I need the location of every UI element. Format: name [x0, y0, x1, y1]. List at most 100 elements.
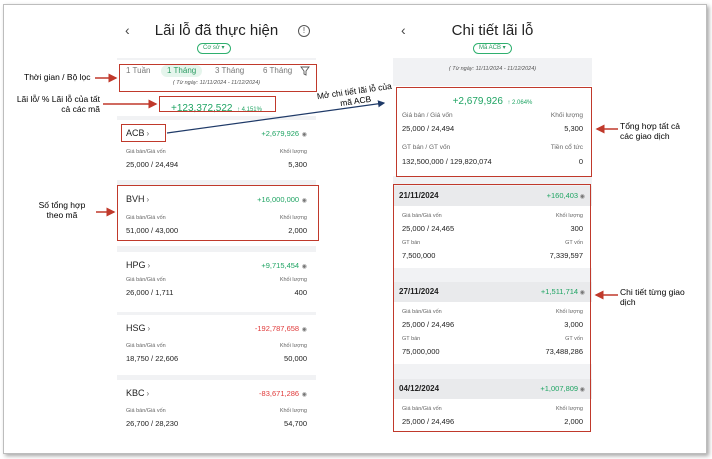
price-label: Giá bán/Giá vốn	[126, 408, 166, 414]
period-tabs: 1 Tuần 1 Tháng 3 Tháng 6 Tháng ( Từ ngày…	[117, 60, 316, 90]
sell-value: 7,500,000	[402, 251, 436, 260]
eye-icon: ◉	[300, 198, 307, 204]
price-value: 25,000 / 24,496	[402, 417, 455, 426]
dividend-label: Tiền cổ tức	[550, 144, 583, 151]
stock-pnl: +2,679,926 ◉	[261, 129, 307, 138]
qty-value: 5,300	[564, 124, 583, 133]
stock-symbol: HPG ›	[126, 260, 151, 270]
stock-symbol: KBC ›	[126, 388, 150, 398]
header: ‹ Lãi lỗ đã thực hiện ! Cơ sở ▾	[117, 16, 316, 58]
qty-value: 2,000	[564, 417, 583, 426]
value-label: GT bán / GT vốn	[402, 144, 451, 151]
page-title: Chi tiết lãi lỗ	[451, 22, 534, 39]
annotation-all-trades: Tổng hợp tất cả các giao dịch	[620, 121, 680, 141]
summary-pnl: +2,679,926	[452, 96, 503, 107]
summary-card: +2,679,926 ↑ 2.064% Giá bán / Giá vốn Kh…	[393, 86, 592, 176]
price-value: 51,000 / 43,000	[126, 226, 179, 235]
stock-pnl: +16,000,000 ◉	[257, 195, 307, 204]
back-icon[interactable]: ‹	[125, 22, 130, 38]
annotation-each-trade: Chi tiết từng giao dịch	[620, 287, 685, 307]
trade-detail: Giá bán/Giá vốn Khối lượng 25,000 / 24,4…	[393, 206, 592, 268]
total-pnl-percent: ↑ 4.151%	[236, 107, 262, 113]
chevron-right-icon: ›	[147, 324, 151, 333]
total-pnl-value: +123,372,522	[171, 103, 233, 114]
stock-code-dropdown[interactable]: Mã ACB ▾	[473, 43, 512, 54]
date-range: ( Từ ngày: 11/11/2024 - 11/12/2024)	[172, 80, 261, 86]
filter-icon[interactable]	[300, 66, 310, 78]
info-icon[interactable]: !	[298, 25, 310, 37]
date-range: ( Từ ngày: 11/11/2024 - 11/12/2024)	[448, 66, 537, 72]
acb-highlight	[121, 124, 166, 142]
qty-value: 400	[294, 288, 307, 297]
qty-label: Khối lượng	[555, 213, 583, 219]
qty-value: 50,000	[284, 354, 307, 363]
price-label: Giá bán/Giá vốn	[126, 215, 166, 221]
price-label: Giá bán/Giá vốn	[402, 213, 442, 219]
eye-icon: ◉	[300, 392, 307, 398]
price-value: 25,000 / 24,465	[402, 224, 455, 233]
price-label: Giá bán/Giá vốn	[402, 406, 442, 412]
price-label: Giá bán/Giá vốn	[126, 149, 166, 155]
dividend-value: 0	[578, 157, 583, 166]
trade-date: 04/12/2024	[399, 384, 440, 393]
qty-value: 3,000	[564, 320, 583, 329]
qty-label: Khối lượng	[279, 277, 307, 283]
price-value: 26,700 / 28,230	[126, 419, 179, 428]
sell-value-label: GT bán	[402, 240, 421, 246]
eye-icon: ◉	[578, 194, 585, 200]
account-type-dropdown[interactable]: Cơ sở ▾	[197, 43, 231, 54]
time-filter-highlight	[119, 64, 317, 92]
trade-date: 21/11/2024	[399, 191, 439, 200]
stock-pnl: +9,715,454 ◉	[261, 261, 307, 270]
tab-1-week[interactable]: 1 Tuần	[126, 66, 151, 75]
qty-value: 2,000	[288, 226, 307, 235]
cost-value: 73,488,286	[545, 347, 583, 356]
trade-pnl: +1,511,714 ◉	[540, 287, 585, 296]
qty-value: 5,300	[288, 160, 307, 169]
tab-1-month[interactable]: 1 Tháng	[161, 65, 203, 77]
tab-6-month[interactable]: 6 Tháng	[263, 66, 293, 75]
trade-group-header: 27/11/2024 +1,511,714 ◉	[393, 282, 592, 302]
qty-value: 54,700	[284, 419, 307, 428]
price-value: 18,750 / 22,606	[126, 354, 179, 363]
chevron-right-icon: ›	[146, 195, 150, 204]
cost-value: 7,339,597	[549, 251, 583, 260]
trades-highlight	[393, 184, 591, 432]
stock-pnl: -83,671,286 ◉	[259, 389, 307, 398]
qty-label: Khối lượng	[555, 309, 583, 315]
qty-value: 300	[570, 224, 583, 233]
stock-symbol: ACB ›	[126, 128, 150, 138]
qty-label: Khối lượng	[555, 406, 583, 412]
chevron-right-icon: ›	[146, 129, 150, 138]
price-value: 26,000 / 1,711	[126, 288, 174, 297]
stock-symbol: BVH ›	[126, 194, 150, 204]
sell-value: 75,000,000	[402, 347, 440, 356]
annotation-time-filter: Thời gian / Bộ lọc	[24, 72, 91, 82]
qty-label: Khối lượng	[279, 149, 307, 155]
tab-3-month[interactable]: 3 Tháng	[215, 66, 245, 75]
trade-detail: Giá bán/Giá vốn Khối lượng 25,000 / 24,4…	[393, 302, 592, 364]
cost-value-label: GT vốn	[565, 240, 583, 246]
back-icon[interactable]: ‹	[401, 22, 406, 38]
annotation-stock-summary: Số tổng hợp theo mã	[38, 200, 86, 220]
trade-date: 27/11/2024	[399, 287, 439, 296]
price-label: Giá bán/Giá vốn	[402, 309, 442, 315]
bvh-highlight	[117, 185, 319, 241]
cost-value-label: GT vốn	[565, 336, 583, 342]
stock-card-kbc[interactable]: KBC › -83,671,286 ◉ Giá bán/Giá vốn Khối …	[117, 380, 316, 453]
qty-label: Khối lượng	[550, 112, 583, 119]
arrow-open-detail	[166, 100, 386, 134]
price-label: Giá bán/Giá vốn	[126, 343, 166, 349]
stock-card-hsg[interactable]: HSG › -192,787,658 ◉ Giá bán/Giá vốn Khối…	[117, 315, 316, 375]
stock-symbol: HSG ›	[126, 323, 151, 333]
trade-group-header: 21/11/2024 +160,403 ◉	[393, 186, 592, 206]
chevron-right-icon: ›	[146, 389, 150, 398]
stock-card-acb[interactable]: ACB › +2,679,926 ◉ Giá bán/Giá vốn Khối l…	[117, 120, 316, 180]
trade-group-header: 04/12/2024 +1,007,809 ◉	[393, 379, 592, 399]
stock-card-bvh[interactable]: BVH › +16,000,000 ◉ Giá bán/Giá vốn Khối …	[117, 186, 316, 246]
stock-pnl: -192,787,658 ◉	[254, 324, 307, 333]
stock-card-hpg[interactable]: HPG › +9,715,454 ◉ Giá bán/Giá vốn Khối l…	[117, 252, 316, 312]
value-value: 132,500,000 / 129,820,074	[402, 157, 492, 166]
annotation-total-pnl: Lãi lỗ/ % Lãi lỗ của tất cả các mã	[16, 94, 100, 114]
